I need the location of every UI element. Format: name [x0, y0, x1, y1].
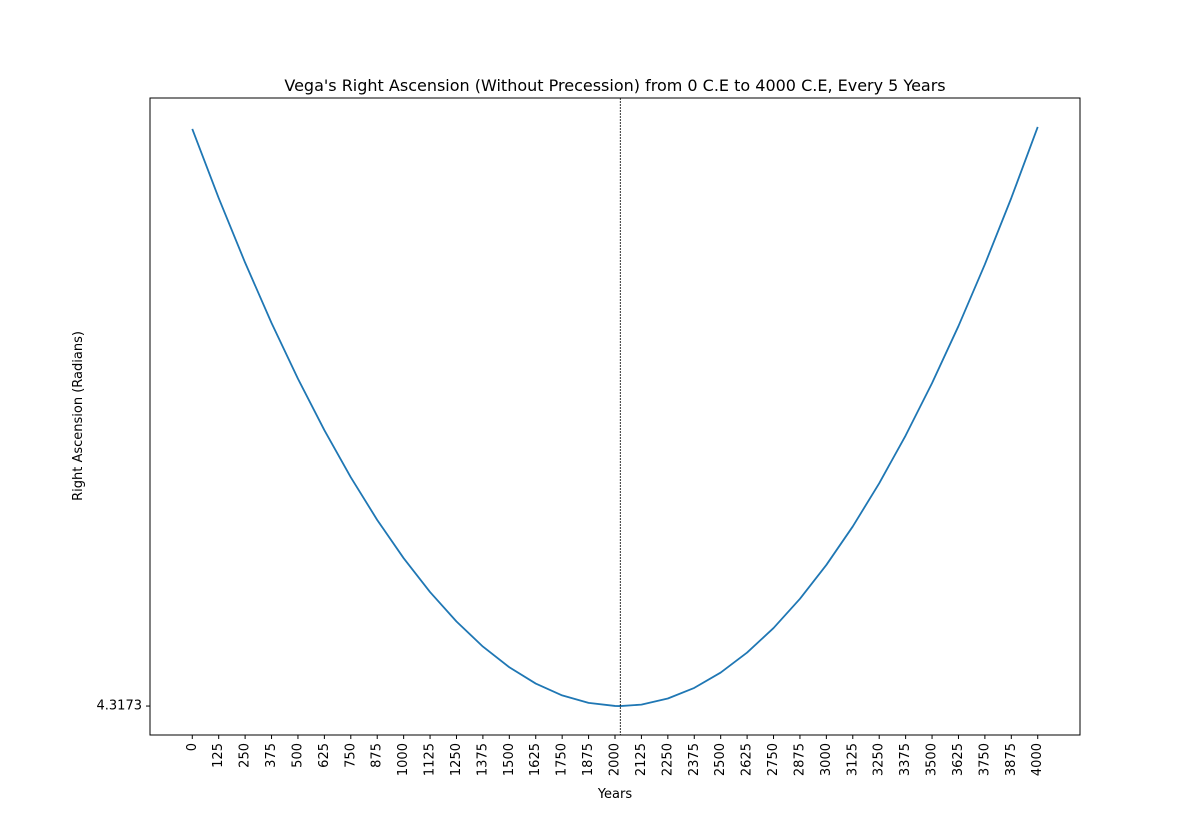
x-tick-label: 1375: [475, 743, 490, 776]
x-tick-label: 4000: [1030, 743, 1045, 776]
x-tick-label: 1250: [449, 743, 464, 776]
data-line: [191, 126, 1039, 707]
x-tick-label: 375: [264, 743, 279, 768]
x-tick-label: 875: [370, 743, 385, 768]
x-tick-label: 3625: [951, 743, 966, 776]
x-tick-label: 3375: [898, 743, 913, 776]
x-tick-label: 125: [211, 743, 226, 768]
x-tick-label: 3500: [925, 743, 940, 776]
x-tick-label: 2125: [634, 743, 649, 776]
x-tick-label: 0: [185, 743, 200, 751]
x-tick-label: 2875: [792, 743, 807, 776]
x-tick-label: 3125: [845, 743, 860, 776]
x-tick-label: 3750: [977, 743, 992, 776]
x-tick-label: 3000: [819, 743, 834, 776]
x-tick-label: 500: [290, 743, 305, 768]
x-tick-label: 1000: [396, 743, 411, 776]
x-tick-label: 1875: [581, 743, 596, 776]
x-tick-label: 2250: [660, 743, 675, 776]
x-tick-label: 3250: [872, 743, 887, 776]
x-tick-label: 3875: [1004, 743, 1019, 776]
x-tick-label: 750: [343, 743, 358, 768]
x-tick-label: 1625: [528, 743, 543, 776]
x-tick-label: 250: [238, 743, 253, 768]
x-tick-label: 1750: [555, 743, 570, 776]
x-tick-label: 1125: [423, 743, 438, 776]
x-tick-label: 625: [317, 743, 332, 768]
x-axis-label: Years: [597, 787, 633, 802]
x-tick-label: 2500: [713, 743, 728, 776]
y-tick-label: 4.3173: [97, 699, 143, 714]
x-tick-label: 2625: [740, 743, 755, 776]
plot-frame: [149, 97, 1081, 736]
chart-title: Vega's Right Ascension (Without Precessi…: [284, 76, 945, 95]
x-tick-label: 2375: [687, 743, 702, 776]
x-tick-label: 2000: [608, 743, 623, 776]
x-tick-label: 1500: [502, 743, 517, 776]
y-axis-label: Right Ascension (Radians): [71, 331, 86, 501]
x-tick-label: 2750: [766, 743, 781, 776]
